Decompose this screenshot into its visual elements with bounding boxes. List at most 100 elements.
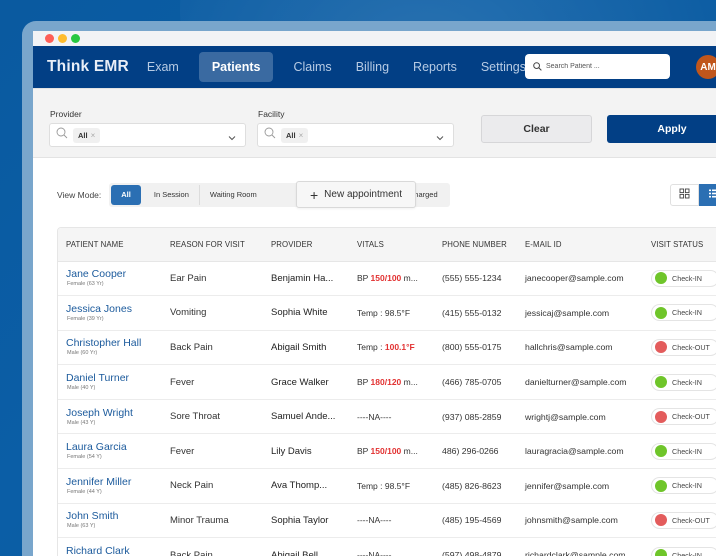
patient-name-link[interactable]: Daniel Turner [66,372,130,385]
col-patient-name[interactable]: PATIENT NAME [58,228,162,262]
status-dot-icon [655,306,667,319]
patient-name-link[interactable]: Jane Cooper [66,268,127,281]
view-mode-discharged[interactable]: Discharged [399,190,438,199]
table-row[interactable]: Jennifer Miller Female (44 Y) Neck Pain … [58,468,716,504]
col-reason[interactable]: REASON FOR VISIT [162,228,263,262]
vitals-cell: BP 180/120 m... [349,364,434,400]
provider-cell: Lily Davis [263,433,349,470]
new-appointment-button[interactable]: + New appointment [296,181,416,208]
status-dot-icon [655,410,667,423]
view-mode-in-session[interactable]: In Session [144,185,200,205]
vitals-cell: BP 150/100 m... [349,261,434,297]
patient-demographics: Male (60 Yr) [67,350,98,357]
table-row[interactable]: Daniel Turner Male (40 Y) Fever Grace Wa… [58,364,716,400]
grid-view-button[interactable] [670,184,699,206]
nav-claims[interactable]: Claims [293,60,332,74]
view-mode-all[interactable]: All [111,185,141,205]
vitals-cell: BP 150/100 m... [349,433,434,470]
visit-status-badge[interactable]: Check-IN [651,477,716,495]
patient-name-link[interactable]: Richard Clark [66,545,130,556]
visit-status-badge[interactable]: Check-IN [651,269,716,287]
minimize-window-icon[interactable] [58,34,67,43]
reason-cell: Back Pain [162,537,263,556]
vitals-text: Temp : [357,342,385,353]
visit-status-badge[interactable]: Check-OUT [651,408,716,426]
patient-name-link[interactable]: John Smith [66,510,119,523]
apply-button[interactable]: Apply [607,115,716,143]
clear-button[interactable]: Clear [481,115,592,143]
phone-cell: (597) 498-4879 [434,537,517,556]
visit-status-badge[interactable]: Check-IN [651,442,716,460]
patient-name-link[interactable]: Jessica Jones [66,302,132,315]
patient-demographics: Male (63 Y) [67,523,96,530]
patient-search[interactable] [525,54,670,79]
maximize-window-icon[interactable] [71,34,80,43]
patient-cell: Jessica Jones Female (39 Yr) [58,295,162,331]
phone-cell: (555) 555-1234 [434,261,517,297]
facility-select[interactable]: All × [257,123,454,147]
nav-patients[interactable]: Patients [198,52,274,82]
patient-demographics: Female (63 Yr) [67,281,104,288]
table-row[interactable]: Christopher Hall Male (60 Yr) Back Pain … [58,330,716,366]
nav-settings[interactable]: Settings [480,60,526,74]
user-avatar[interactable]: AM [696,55,716,79]
facility-label: Facility [258,109,285,119]
remove-chip-icon[interactable]: × [298,130,304,140]
status-dot-icon [655,514,667,527]
table-row[interactable]: Jane Cooper Female (63 Yr) Ear Pain Benj… [58,261,716,297]
table-row[interactable]: Richard Clark Female (63 Y) Back Pain Ab… [58,537,716,556]
remove-chip-icon[interactable]: × [90,130,96,140]
chevron-down-icon[interactable] [227,130,237,148]
visit-status-badge[interactable]: Check-OUT [651,511,716,529]
table-row[interactable]: Joseph Wright Male (43 Y) Sore Throat Sa… [58,399,716,435]
status-dot-icon [655,549,667,556]
app-window: Think EMR Exam Patients Claims Billing R… [33,31,716,556]
search-input[interactable] [546,63,656,70]
col-phone[interactable]: PHONE NUMBER [434,228,517,262]
patient-cell: Christopher Hall Male (60 Yr) [58,330,162,366]
patient-name-link[interactable]: Laura Garcia [66,441,127,454]
vitals-cell: ----NA---- [349,537,434,556]
nav-billing[interactable]: Billing [355,60,390,74]
reason-cell: Vomiting [162,295,263,331]
visit-status-badge[interactable]: Check-IN [651,546,716,556]
nav-exam[interactable]: Exam [146,60,179,74]
provider-select[interactable]: All × [49,123,246,147]
new-appointment-label: New appointment [324,189,402,200]
table-row[interactable]: John Smith Male (63 Y) Minor Trauma Soph… [58,503,716,539]
table-row[interactable]: Jessica Jones Female (39 Yr) Vomiting So… [58,295,716,331]
visit-status-badge[interactable]: Check-IN [651,304,716,322]
patient-demographics: Male (40 Y) [67,385,96,392]
visit-status-badge[interactable]: Check-OUT [651,338,716,356]
chevron-down-icon[interactable] [435,130,445,148]
status-dot-icon [655,376,667,389]
layout-toggle [670,184,716,206]
patient-cell: Laura Garcia Female (54 Y) [58,433,162,470]
reason-cell: Ear Pain [162,261,263,297]
email-cell: janecooper@sample.com [517,261,643,297]
patient-demographics: Male (43 Y) [67,419,96,426]
col-provider[interactable]: PROVIDER [263,228,349,262]
close-window-icon[interactable] [45,34,54,43]
status-cell: Check-IN [643,537,716,556]
list-view-button[interactable] [699,184,716,206]
col-visit-status[interactable]: VISIT STATUS [643,228,716,262]
reason-cell: Back Pain [162,330,263,366]
visit-status-badge[interactable]: Check-IN [651,373,716,391]
brand-logo[interactable]: Think EMR [47,58,129,75]
provider-chip: All × [73,127,101,143]
patients-table: PATIENT NAME REASON FOR VISIT PROVIDER V… [57,227,716,556]
patient-name-link[interactable]: Christopher Hall [66,337,142,350]
provider-cell: Samuel Ande... [263,399,349,435]
nav-reports[interactable]: Reports [413,60,457,74]
phone-cell: (485) 195-4569 [434,503,517,539]
status-dot-icon [655,479,667,492]
col-vitals[interactable]: VITALS [349,228,434,262]
col-email[interactable]: E-MAIL ID [517,228,643,262]
patient-name-link[interactable]: Jennifer Miller [66,475,132,488]
vitals-text-suffix: m... [401,377,418,388]
reason-cell: Minor Trauma [162,503,263,539]
patient-name-link[interactable]: Joseph Wright [66,406,133,419]
vitals-text: BP [357,273,371,284]
table-row[interactable]: Laura Garcia Female (54 Y) Fever Lily Da… [58,433,716,470]
